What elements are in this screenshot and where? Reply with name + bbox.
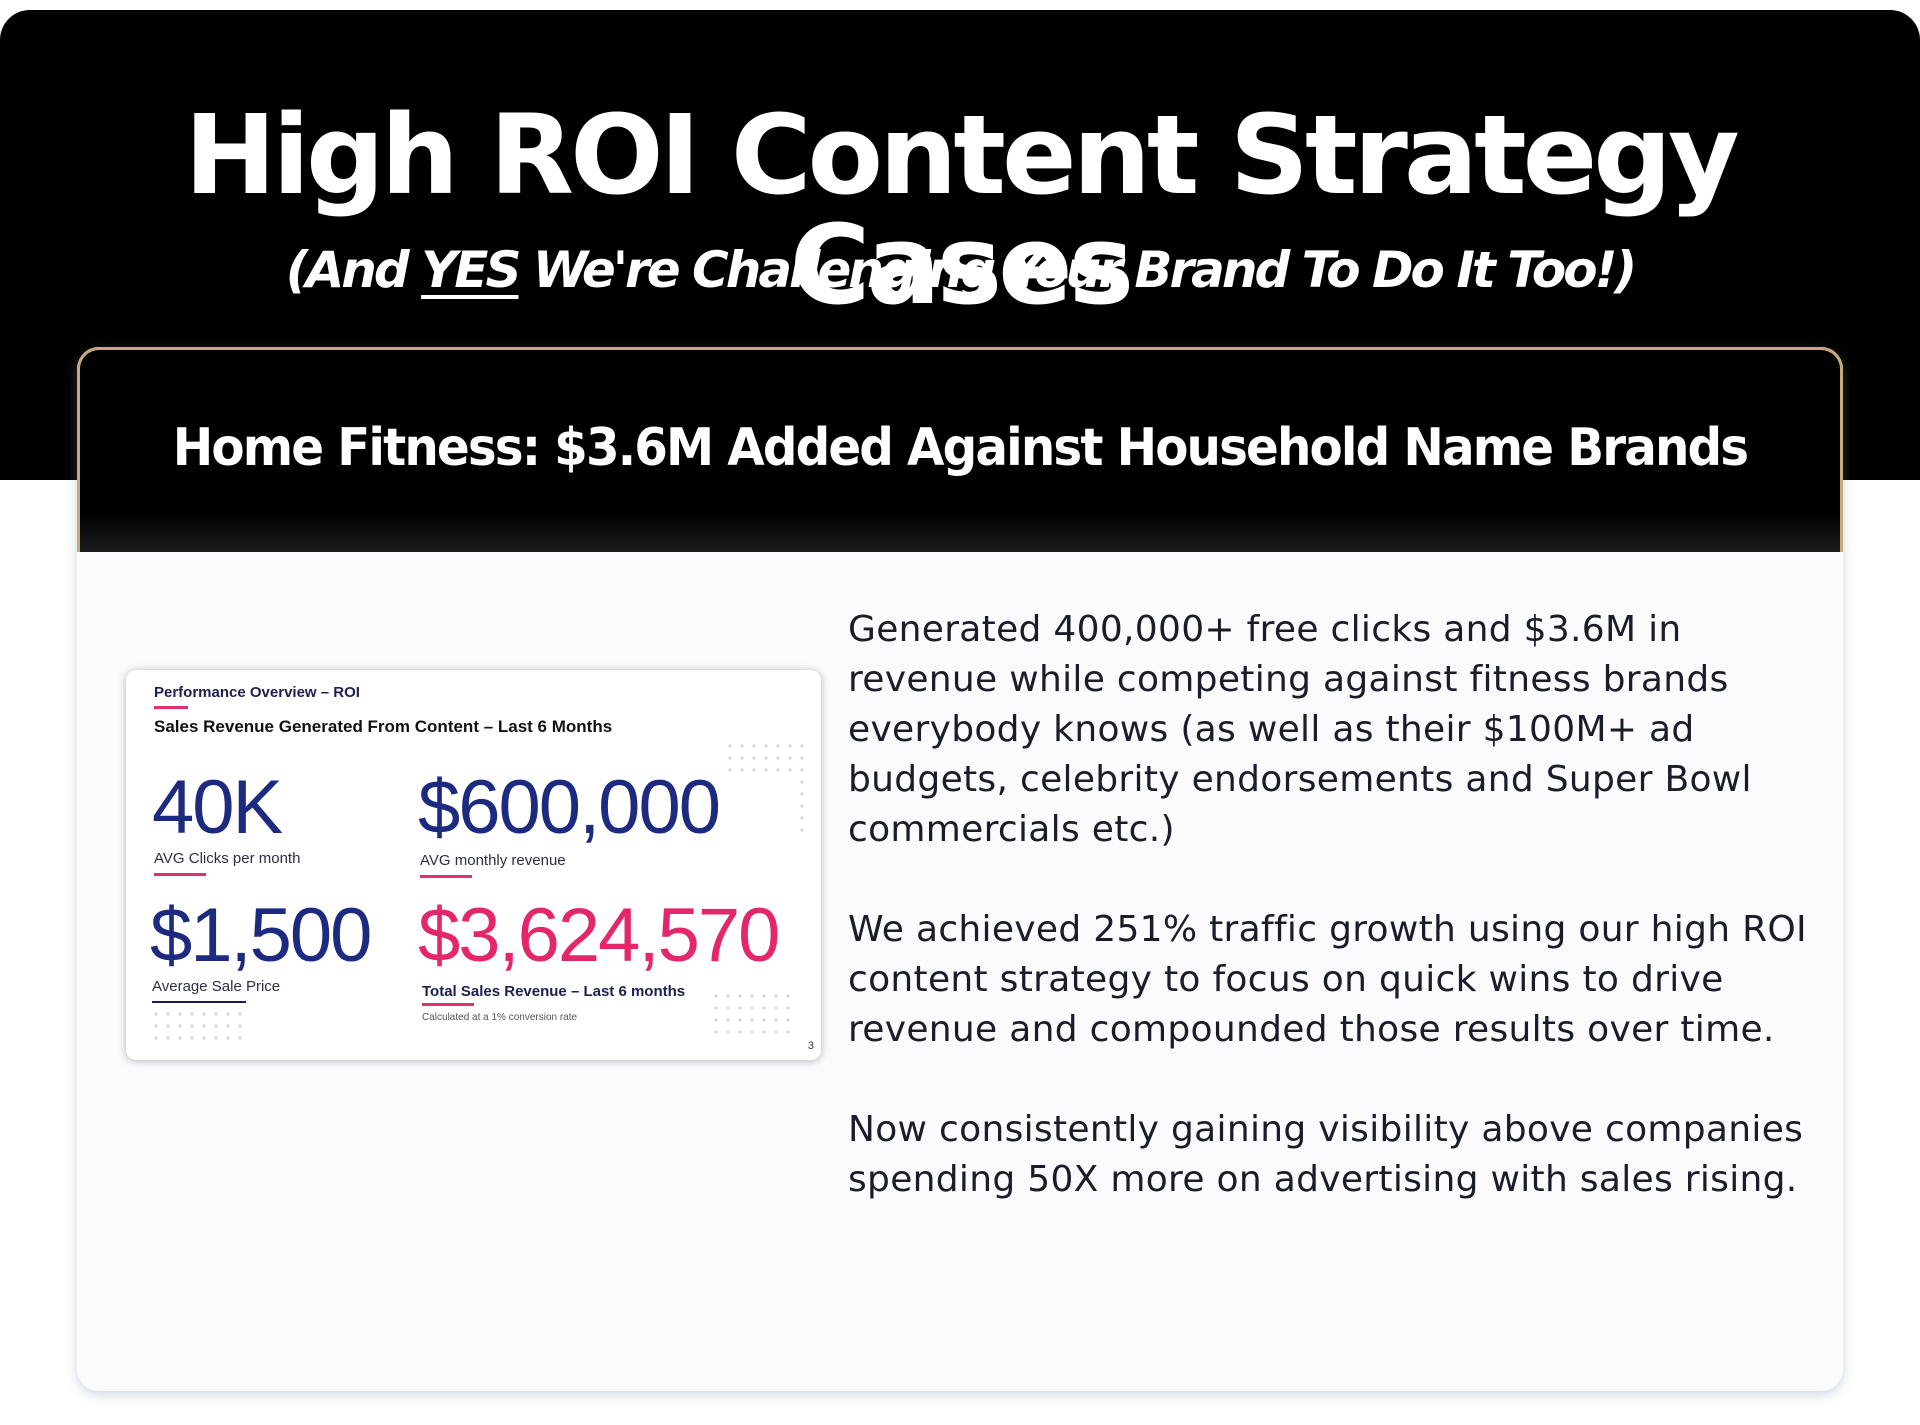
subtitle-post: We're Challenging Your Brand To Do It To… bbox=[518, 241, 1637, 299]
accent-bar bbox=[152, 1001, 246, 1003]
dot-pattern bbox=[796, 740, 810, 840]
dot-pattern bbox=[710, 990, 794, 1040]
description-paragraph: We achieved 251% traffic growth using ou… bbox=[848, 909, 1807, 1050]
slide-heading: Sales Revenue Generated From Content – L… bbox=[154, 717, 613, 736]
description-paragraph: Now consistently gaining visibility abov… bbox=[848, 1109, 1804, 1200]
accent-bar bbox=[154, 706, 188, 709]
subtitle-emphasis: YES bbox=[421, 241, 521, 299]
case-study-card: Home Fitness: $3.6M Added Against Househ… bbox=[77, 347, 1843, 1391]
slide-eyebrow: Performance Overview – ROI bbox=[154, 684, 360, 701]
metric-monthly-revenue-value: $600,000 bbox=[418, 765, 721, 850]
subtitle-pre: (And bbox=[285, 241, 422, 299]
case-study-title: Home Fitness: $3.6M Added Against Househ… bbox=[172, 418, 1749, 478]
metric-clicks-label: AVG Clicks per month bbox=[154, 850, 301, 867]
metric-sale-price-value: $1,500 bbox=[150, 893, 372, 978]
dot-pattern bbox=[150, 1008, 250, 1044]
accent-bar bbox=[154, 873, 206, 876]
description-paragraph: Generated 400,000+ free clicks and $3.6M… bbox=[848, 609, 1752, 850]
page-subtitle: (And YES We're Challenging Your Brand To… bbox=[0, 245, 1920, 295]
metric-monthly-revenue-label: AVG monthly revenue bbox=[420, 852, 566, 869]
slide-page-number: 3 bbox=[807, 1040, 814, 1052]
metric-clicks-value: 40K bbox=[152, 765, 283, 850]
page-title: High ROI Content Strategy Cases bbox=[184, 91, 1739, 329]
case-study-description: Generated 400,000+ free clicks and $3.6M… bbox=[848, 605, 1808, 1255]
metric-total-revenue-value: $3,624,570 bbox=[418, 893, 780, 978]
conversion-note: Calculated at a 1% conversion rate bbox=[422, 1012, 578, 1023]
accent-bar bbox=[420, 875, 472, 878]
case-study-header: Home Fitness: $3.6M Added Against Househ… bbox=[77, 347, 1843, 552]
accent-bar bbox=[422, 1003, 474, 1006]
performance-slide-image: Performance Overview – ROI Sales Revenue… bbox=[126, 670, 821, 1060]
metric-total-revenue-label: Total Sales Revenue – Last 6 months bbox=[422, 983, 686, 1000]
metric-sale-price-label: Average Sale Price bbox=[152, 978, 281, 995]
dot-pattern bbox=[724, 740, 808, 776]
